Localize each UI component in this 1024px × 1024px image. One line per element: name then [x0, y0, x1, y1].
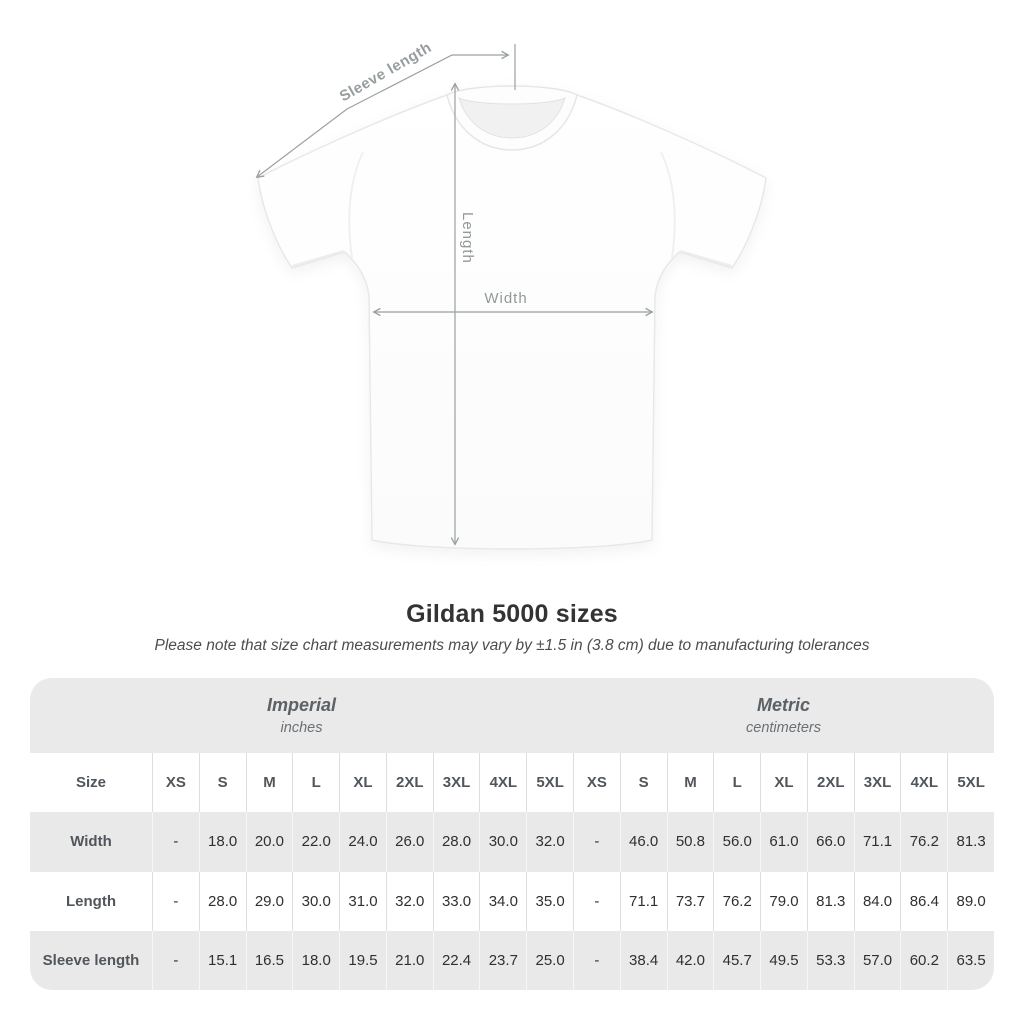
- size-header: 2XL: [806, 753, 854, 813]
- width-label: Width: [484, 290, 527, 307]
- row-label: Width: [30, 812, 152, 872]
- tshirt-sleeve-hem-right: [679, 250, 733, 267]
- value-cell: 30.0: [479, 812, 527, 872]
- value-cell: 28.0: [432, 812, 480, 872]
- size-header: S: [619, 753, 667, 813]
- size-header: 2XL: [385, 753, 433, 813]
- value-cell: 35.0: [526, 871, 573, 931]
- value-cell: 29.0: [245, 871, 293, 931]
- imperial-label: Imperial: [266, 695, 337, 715]
- value-cell: 50.8: [666, 812, 714, 872]
- value-cell: 32.0: [526, 812, 573, 872]
- size-header: 3XL: [432, 753, 480, 813]
- value-cell: 24.0: [339, 812, 386, 872]
- value-cell: 21.0: [385, 930, 433, 990]
- value-cell: -: [152, 871, 199, 931]
- size-header: L: [292, 753, 340, 813]
- value-cell: 18.0: [292, 930, 340, 990]
- value-cell: 79.0: [760, 871, 807, 931]
- value-cell: 57.0: [853, 930, 901, 990]
- value-cell: 23.7: [479, 930, 527, 990]
- value-cell: 71.1: [619, 871, 667, 931]
- value-cell: -: [152, 812, 199, 872]
- value-cell: 49.5: [760, 930, 807, 990]
- value-cell: 22.4: [432, 930, 480, 990]
- imperial-unit: inches: [280, 720, 323, 736]
- value-cell: 25.0: [526, 930, 573, 990]
- value-cell: 19.5: [339, 930, 386, 990]
- metric-unit: centimeters: [746, 720, 821, 736]
- value-cell: 86.4: [900, 871, 948, 931]
- size-header: 4XL: [900, 753, 948, 813]
- size-header: M: [666, 753, 714, 813]
- size-header: 4XL: [479, 753, 527, 813]
- value-cell: 73.7: [666, 871, 714, 931]
- value-cell: -: [152, 930, 199, 990]
- value-cell: 26.0: [385, 812, 433, 872]
- unit-group-imperial: Imperial inches: [30, 678, 573, 753]
- size-header: S: [198, 753, 246, 813]
- value-cell: 34.0: [479, 871, 527, 931]
- unit-group-metric: Metric centimeters: [573, 678, 994, 753]
- value-cell: -: [573, 871, 620, 931]
- tshirt-body: [257, 86, 767, 550]
- value-cell: 76.2: [713, 871, 761, 931]
- value-cell: 81.3: [947, 812, 994, 872]
- value-cell: 66.0: [806, 812, 854, 872]
- size-col-header: Size: [30, 753, 152, 813]
- value-cell: 56.0: [713, 812, 761, 872]
- size-header: 5XL: [526, 753, 573, 813]
- size-table: Imperial inches Metric centimeters Size …: [30, 678, 994, 990]
- value-cell: 22.0: [292, 812, 340, 872]
- size-header: 5XL: [947, 753, 994, 813]
- value-cell: 16.5: [245, 930, 293, 990]
- value-cell: 30.0: [292, 871, 340, 931]
- row-label: Length: [30, 871, 152, 931]
- size-header: M: [245, 753, 293, 813]
- value-cell: -: [573, 930, 620, 990]
- value-cell: 71.1: [853, 812, 901, 872]
- tshirt-sleeve-hem-left: [291, 250, 345, 267]
- value-cell: 32.0: [385, 871, 433, 931]
- value-cell: 63.5: [947, 930, 994, 990]
- value-cell: -: [573, 812, 620, 872]
- value-cell: 33.0: [432, 871, 480, 931]
- value-cell: 53.3: [806, 930, 854, 990]
- size-header: XL: [760, 753, 807, 813]
- size-header: XS: [152, 753, 199, 813]
- tshirt-diagram: Sleeve length Length Width: [0, 39, 767, 550]
- value-cell: 46.0: [619, 812, 667, 872]
- row-label: Sleeve length: [30, 930, 152, 990]
- value-cell: 76.2: [900, 812, 948, 872]
- value-cell: 18.0: [198, 812, 246, 872]
- size-header: 3XL: [853, 753, 901, 813]
- size-header: XS: [573, 753, 620, 813]
- value-cell: 60.2: [900, 930, 948, 990]
- value-cell: 61.0: [760, 812, 807, 872]
- value-cell: 31.0: [339, 871, 386, 931]
- sleeve-length-arrow: [257, 44, 516, 177]
- value-cell: 84.0: [853, 871, 901, 931]
- size-header: L: [713, 753, 761, 813]
- value-cell: 81.3: [806, 871, 854, 931]
- tolerance-note: Please note that size chart measurements…: [154, 637, 870, 654]
- value-cell: 89.0: [947, 871, 994, 931]
- value-cell: 38.4: [619, 930, 667, 990]
- length-label: Length: [459, 212, 476, 264]
- tshirt-seam-right: [660, 151, 676, 259]
- chart-title: Gildan 5000 sizes: [406, 600, 618, 628]
- value-cell: 42.0: [666, 930, 714, 990]
- value-cell: 20.0: [245, 812, 293, 872]
- value-cell: 15.1: [198, 930, 246, 990]
- metric-label: Metric: [756, 695, 810, 715]
- size-header: XL: [339, 753, 386, 813]
- value-cell: 28.0: [198, 871, 246, 931]
- value-cell: 45.7: [713, 930, 761, 990]
